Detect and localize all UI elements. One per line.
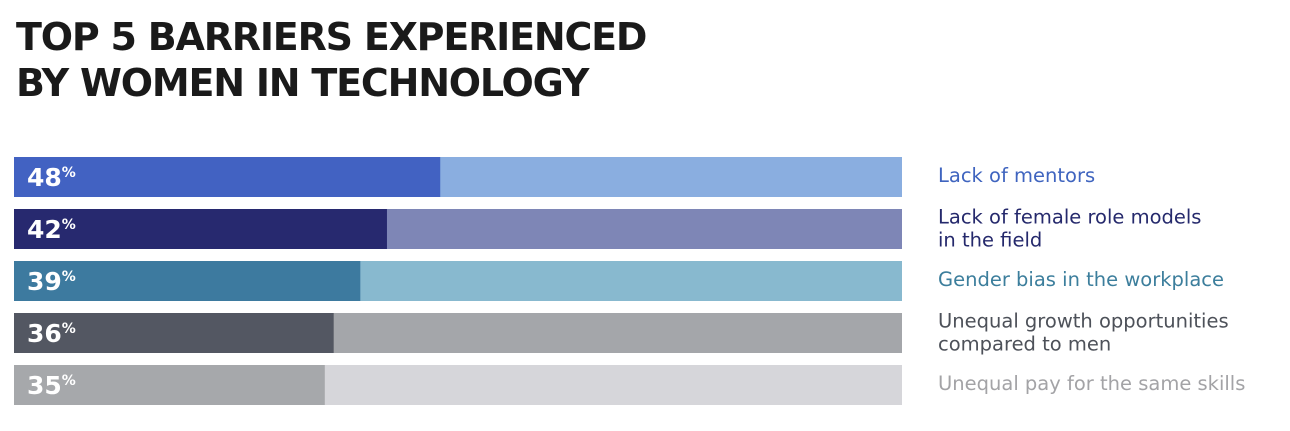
chart-title: TOP 5 BARRIERS EXPERIENCED BY WOMEN IN T…	[16, 14, 647, 106]
bar	[14, 157, 441, 197]
chart-title-line-2: BY WOMEN IN TECHNOLOGY	[16, 61, 589, 105]
category-label: Unequal pay for the same skills	[938, 372, 1245, 395]
bar-row: 35% Unequal pay for the same skills	[14, 365, 1245, 405]
chart-title-line-1: TOP 5 BARRIERS EXPERIENCED	[16, 15, 647, 59]
category-label: Lack of female role models in the field	[938, 206, 1201, 252]
bar	[14, 365, 325, 405]
bar	[14, 261, 361, 301]
bar	[14, 313, 334, 353]
bar-row: 39% Gender bias in the workplace	[14, 261, 1224, 301]
bar-row: 48% Lack of mentors	[14, 157, 1095, 197]
category-label: Gender bias in the workplace	[938, 268, 1224, 291]
bar-value-label: 39%	[27, 267, 76, 296]
bar	[14, 209, 387, 249]
category-label: Unequal growth opportunities compared to …	[938, 310, 1229, 356]
bar-value-label: 42%	[27, 215, 76, 244]
bar-value-label: 35%	[27, 371, 76, 400]
bar-value-label: 48%	[27, 163, 76, 192]
bar-row: 42% Lack of female role models in the fiel…	[14, 206, 1201, 252]
bar-value-label: 36%	[27, 319, 76, 348]
category-label: Lack of mentors	[938, 164, 1095, 187]
bar-row: 36% Unequal growth opportunities compared …	[14, 310, 1229, 356]
